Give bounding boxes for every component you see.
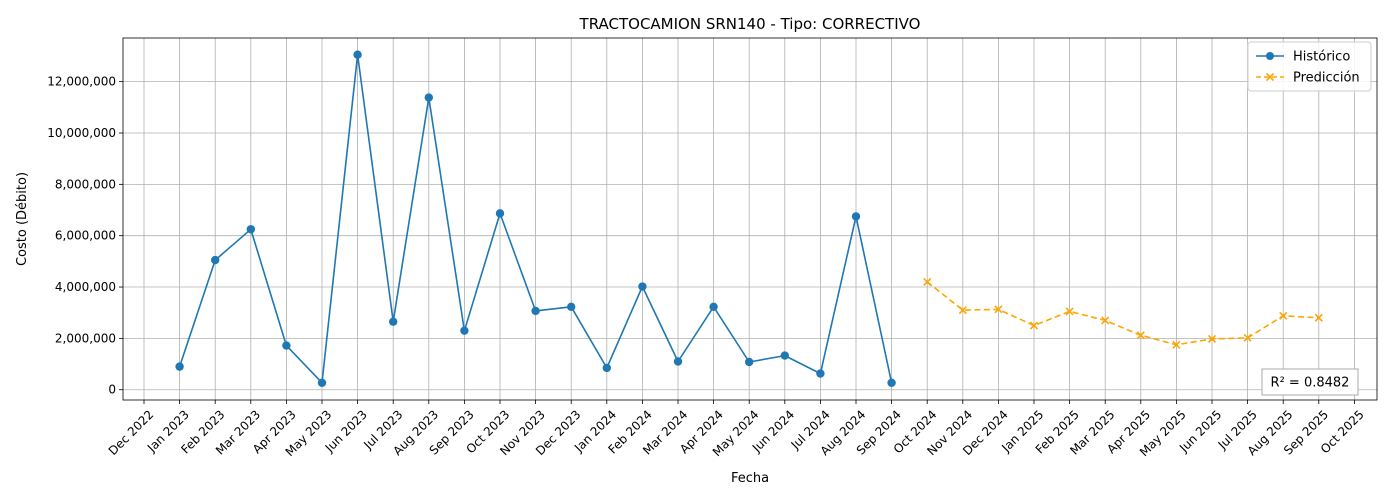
legend-box [1247, 41, 1372, 92]
data-point-prediccion [1279, 311, 1288, 320]
y-tick-label: 4,000,000 [55, 280, 116, 294]
y-axis-label: Costo (Débito) [15, 172, 30, 266]
data-point-historico [175, 362, 184, 371]
legend-historico-marker [1266, 52, 1274, 60]
chart-title: TRACTOCAMION SRN140 - Tipo: CORRECTIVO [579, 15, 921, 33]
data-point-prediccion [1207, 334, 1217, 343]
series-line-prediccion [926, 281, 1319, 346]
data-point-historico [745, 357, 754, 367]
data-point-historico [460, 326, 469, 335]
data-point-historico [495, 209, 505, 218]
y-tick-label: 10,000,000 [47, 126, 116, 140]
data-point-prediccion [1101, 316, 1110, 325]
r2-box [1261, 368, 1359, 396]
y-tick-label: 2,000,000 [55, 331, 116, 345]
legend-prediccion-marker [1265, 72, 1275, 82]
legend-historico-label: Histórico [1293, 50, 1350, 65]
data-point-historico [246, 225, 255, 234]
legend-prediccion-label: Predicción [1293, 71, 1360, 86]
data-point-historico [389, 317, 398, 326]
data-point-historico [638, 282, 647, 291]
data-point-historico [282, 341, 291, 350]
data-point-prediccion [994, 305, 1003, 314]
data-point-historico [709, 302, 718, 312]
data-point-prediccion [1243, 333, 1252, 342]
series-layer [175, 50, 1323, 387]
data-point-prediccion [958, 306, 967, 315]
data-point-historico [211, 255, 220, 265]
data-point-prediccion [923, 277, 932, 286]
y-axis-ticks: 0 2,000,000 4,000,000 6,000,000 8,000,000 10,… [47, 75, 123, 397]
data-point-historico [673, 357, 683, 366]
data-point-historico [602, 363, 611, 373]
y-tick-label: 12,000,000 [47, 75, 116, 89]
data-point-historico [816, 369, 825, 378]
data-point-historico [780, 351, 789, 360]
data-point-historico [424, 93, 433, 102]
data-point-historico [531, 306, 540, 316]
data-point-historico [851, 212, 861, 221]
legend: Histórico Predicción [1247, 41, 1372, 92]
y-tick-label: 6,000,000 [55, 229, 116, 243]
data-point-historico [317, 378, 327, 387]
y-tick-label: 8,000,000 [55, 177, 116, 191]
data-point-prediccion [1172, 340, 1181, 349]
data-point-historico [567, 302, 576, 312]
r2-annotation: R² = 0.8482 [1261, 368, 1359, 396]
data-point-historico [353, 50, 362, 59]
data-point-prediccion [1136, 331, 1145, 340]
r2-text: R² = 0.8482 [1271, 376, 1350, 391]
data-point-prediccion [1314, 313, 1323, 322]
data-point-prediccion [1029, 321, 1039, 330]
y-tick-label: 0 [108, 383, 116, 397]
x-axis-label: Fecha [731, 471, 769, 486]
data-point-historico [887, 378, 896, 387]
axes-frame [122, 37, 1378, 401]
data-point-prediccion [1065, 307, 1074, 316]
